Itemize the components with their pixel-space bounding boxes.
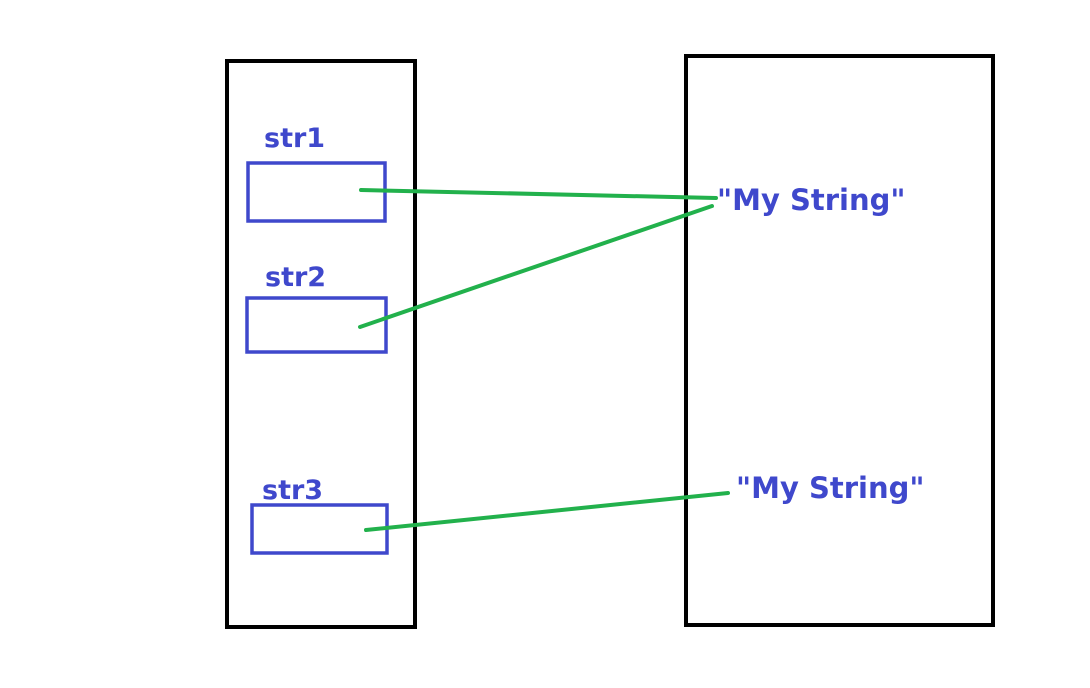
str1-reference-line <box>359 188 718 200</box>
heap-string-2: "My String" <box>736 471 924 505</box>
str2-label: str2 <box>265 262 326 293</box>
str2-reference-line <box>358 204 714 329</box>
str3-reference-line <box>364 491 730 532</box>
str1-label: str1 <box>264 123 325 154</box>
heap-region <box>684 54 995 627</box>
stack-region <box>225 59 417 629</box>
str2-reference-box <box>245 296 388 354</box>
heap-string-1: "My String" <box>717 183 905 217</box>
str3-label: str3 <box>262 475 323 506</box>
